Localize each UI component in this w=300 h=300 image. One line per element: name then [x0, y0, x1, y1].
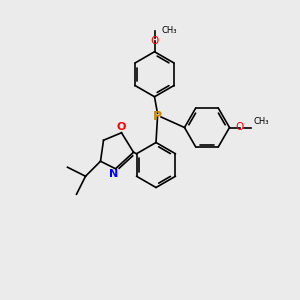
Text: O: O — [236, 122, 244, 133]
Text: O: O — [117, 122, 126, 132]
Text: O: O — [150, 36, 159, 46]
Text: CH₃: CH₃ — [162, 26, 178, 35]
Text: N: N — [110, 169, 118, 179]
Text: CH₃: CH₃ — [254, 117, 269, 126]
Text: P: P — [153, 110, 162, 124]
